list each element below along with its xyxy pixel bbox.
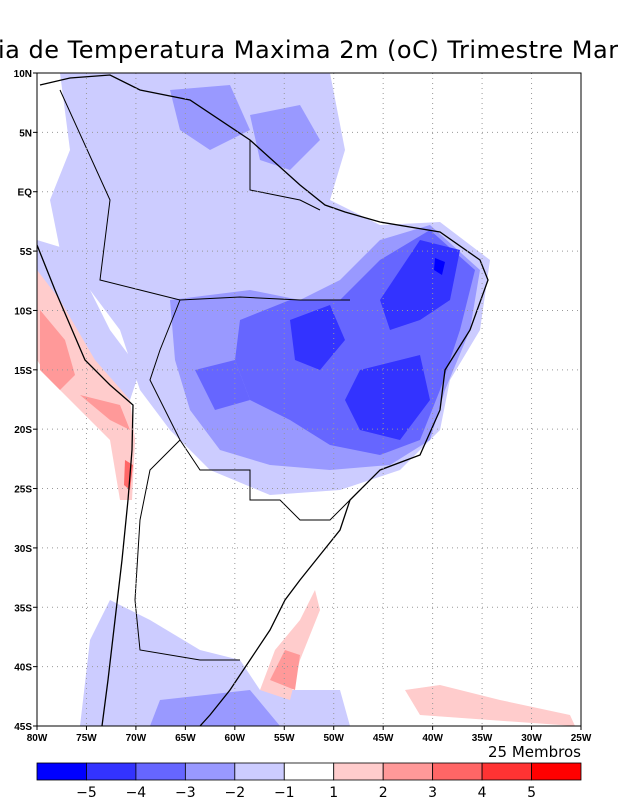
lat-label: 10S <box>14 306 32 317</box>
members-label: 25 Membros <box>488 743 581 761</box>
lat-label: 25S <box>14 485 32 496</box>
lat-label: 35S <box>14 603 32 614</box>
map-title: ia de Temperatura Maxima 2m (oC) Trimest… <box>0 36 618 64</box>
lat-label: 20S <box>14 425 32 436</box>
colorbar-label: −1 <box>274 785 295 800</box>
colorbar-swatch <box>382 762 434 781</box>
colorbar-label: 3 <box>428 785 437 800</box>
lat-label: EQ <box>18 188 33 199</box>
colorbar-swatch <box>234 762 285 781</box>
lat-label: 10N <box>14 69 32 80</box>
map-frame <box>36 72 582 727</box>
colorbar-label: −5 <box>76 785 97 800</box>
anomaly-field-red <box>40 310 75 390</box>
lon-label: 70W <box>126 733 147 744</box>
lat-label: 40S <box>14 663 32 674</box>
colorbar-label: 5 <box>527 785 536 800</box>
lon-label: 35W <box>472 733 493 744</box>
lon-label: 40W <box>422 733 443 744</box>
colorbar-label: 1 <box>329 785 338 800</box>
lat-label: 5S <box>20 247 33 258</box>
anomaly-field-light-red <box>37 270 135 500</box>
coastline <box>37 74 489 726</box>
colorbar-swatch <box>135 762 186 781</box>
grid-lines <box>37 73 581 726</box>
lon-label: 60W <box>225 733 246 744</box>
colorbar-label: −3 <box>175 785 196 800</box>
lon-label: 65W <box>175 733 196 744</box>
lon-label: 80W <box>27 733 48 744</box>
country-borders <box>59 89 351 661</box>
lon-label: 55W <box>274 733 295 744</box>
colorbar-label: −4 <box>126 785 147 800</box>
colorbar-swatch <box>36 762 87 781</box>
colorbar-swatch <box>184 762 236 781</box>
lon-label: 75W <box>76 733 97 744</box>
lat-label: 5N <box>19 128 32 139</box>
lat-label: 45S <box>14 722 32 733</box>
anomaly-fields <box>37 73 575 726</box>
lon-label: 30W <box>521 733 542 744</box>
colorbar-label: −2 <box>224 785 245 800</box>
colorbar-swatch <box>333 762 384 781</box>
lat-label: 15S <box>14 366 32 377</box>
colorbar-swatch <box>531 762 582 781</box>
anomaly-field-strong-blue <box>290 305 345 370</box>
lon-label: 45W <box>373 733 394 744</box>
lat-label: 30S <box>14 544 32 555</box>
lon-label: 50W <box>323 733 344 744</box>
colorbar-label: 2 <box>379 785 388 800</box>
lon-label: 25W <box>571 733 592 744</box>
colorbar-swatch <box>432 762 483 781</box>
colorbar-swatch <box>283 762 335 781</box>
colorbar-swatch <box>481 762 532 781</box>
colorbar-swatch <box>86 762 137 781</box>
colorbar-label: 4 <box>478 785 487 800</box>
